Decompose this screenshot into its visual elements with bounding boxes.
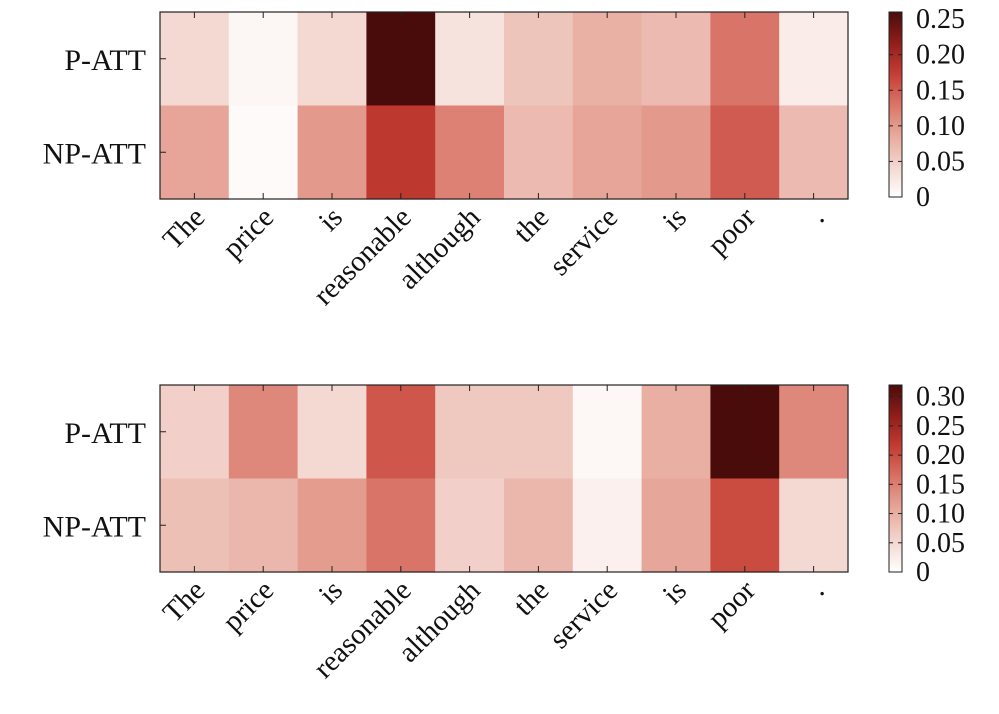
heatmap-cell <box>366 12 436 107</box>
heatmap-cell <box>710 478 780 573</box>
x-tick-label: is <box>313 574 349 610</box>
heatmap-cell <box>641 478 711 573</box>
heatmap-cell <box>228 105 299 200</box>
heatmap-cell <box>779 478 849 573</box>
heatmap-cell <box>504 12 574 107</box>
x-tick-label: . <box>803 574 831 602</box>
heatmap-cell <box>572 12 643 107</box>
heatmap-cell <box>641 105 711 200</box>
colorbar <box>888 11 903 198</box>
heatmap-cell <box>160 478 230 573</box>
colorbar-tick-label: 0.10 <box>916 499 965 530</box>
heatmap-cell <box>297 105 367 200</box>
colorbar-tick-label: 0.10 <box>916 111 965 142</box>
x-tick-label: the <box>508 201 556 249</box>
heatmap-cell <box>160 12 230 107</box>
x-tick-label: price <box>217 574 281 638</box>
heatmap-cell <box>504 105 574 200</box>
heatmap-cell <box>435 12 505 107</box>
colorbar-tick-label: 0.15 <box>916 469 965 500</box>
x-tick-label: The <box>157 201 212 256</box>
heatmap-cell <box>366 385 436 480</box>
heatmap-cell <box>779 385 849 480</box>
colorbar <box>888 384 903 573</box>
y-tick-label: NP-ATT <box>43 137 146 170</box>
colorbar-tick-label: 0.05 <box>916 528 965 559</box>
heatmap-cell <box>160 105 230 200</box>
heatmap-cell <box>435 105 505 200</box>
colorbar-tick-label: 0.05 <box>916 146 965 177</box>
x-tick-label: The <box>157 574 212 629</box>
x-tick-label: service <box>543 574 624 655</box>
heatmap-cell <box>779 12 849 107</box>
heatmap-cell <box>435 478 505 573</box>
y-tick-label: NP-ATT <box>43 510 146 543</box>
y-tick-label: P-ATT <box>64 44 146 77</box>
plot-frame <box>159 384 849 573</box>
x-tick-label: poor <box>702 574 762 634</box>
heatmap-cell <box>366 478 436 573</box>
heatmap-cell <box>504 385 574 480</box>
x-tick-label: poor <box>702 201 762 261</box>
colorbar-tick-label: 0.30 <box>916 382 965 413</box>
heatmap-cell <box>710 12 780 107</box>
y-tick-label: P-ATT <box>64 417 146 450</box>
colorbar-tick-label: 0.25 <box>916 4 965 35</box>
heatmap-cell <box>297 478 367 573</box>
heatmap-cell <box>572 478 643 573</box>
heatmap-cell <box>160 385 230 480</box>
heatmap-cell <box>366 105 436 200</box>
heatmap-cell <box>504 478 574 573</box>
x-tick-label: is <box>313 201 349 237</box>
colorbar-tick-label: 0.20 <box>916 440 965 471</box>
heatmap-cell <box>779 105 849 200</box>
x-tick-label: . <box>803 201 831 229</box>
x-tick-label: is <box>657 201 693 237</box>
plot-frame <box>159 11 849 200</box>
heatmap-cell <box>297 385 367 480</box>
x-tick-label: price <box>217 201 281 265</box>
heatmap-cell <box>228 478 299 573</box>
heatmap-cell <box>710 105 780 200</box>
x-tick-label: the <box>508 574 556 622</box>
colorbar-tick-label: 0 <box>916 557 930 588</box>
heatmap-cell <box>435 385 505 480</box>
colorbar-tick-label: 0.15 <box>916 75 965 106</box>
colorbar-tick-label: 0 <box>916 182 930 213</box>
heatmap-cell <box>228 12 299 107</box>
heatmap-cell <box>572 385 643 480</box>
x-tick-label: service <box>543 201 624 282</box>
x-tick-label: is <box>657 574 693 610</box>
heatmap-cell <box>572 105 643 200</box>
colorbar-tick-label: 0.20 <box>916 40 965 71</box>
heatmap-cell <box>710 385 780 480</box>
heatmap-cell <box>641 12 711 107</box>
heatmap-cell <box>641 385 711 480</box>
heatmap-cell <box>228 385 299 480</box>
heatmap-cell <box>297 12 367 107</box>
colorbar-tick-label: 0.25 <box>916 411 965 442</box>
